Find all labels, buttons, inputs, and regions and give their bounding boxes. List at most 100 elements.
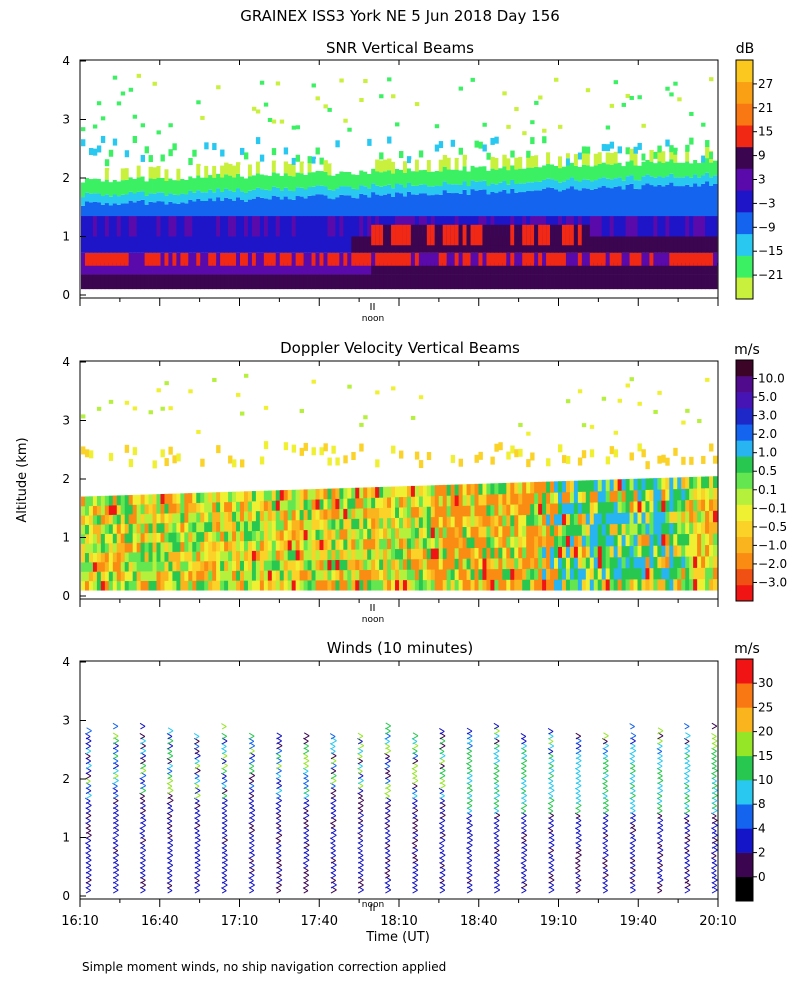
doppler-cell (573, 557, 579, 569)
wind-barb (330, 785, 336, 790)
doppler-cell (621, 545, 626, 558)
doppler-cell (367, 549, 372, 560)
doppler-cell (335, 457, 340, 466)
snr-cell (705, 236, 710, 253)
wind-barb (412, 810, 419, 814)
snr-cell (327, 252, 332, 266)
wind-barb (112, 810, 119, 814)
doppler-cell (573, 513, 579, 525)
snr-cell (585, 224, 591, 246)
doppler-cell (426, 452, 432, 461)
snr-cell (184, 262, 189, 275)
doppler-cell (561, 481, 567, 493)
doppler-cell (120, 495, 126, 506)
wind-barb (167, 795, 173, 800)
wind-barb (630, 819, 636, 824)
wind-barb (303, 825, 309, 829)
snr-cell (669, 147, 674, 160)
doppler-cell (454, 537, 460, 549)
snr-cell (283, 196, 289, 217)
wind-barb (85, 849, 92, 854)
doppler-cell (705, 556, 710, 568)
snr-cell (681, 150, 686, 163)
doppler-cell (108, 571, 114, 582)
doppler-cell (267, 560, 273, 571)
wind-barb (684, 864, 691, 869)
wind-barb (167, 844, 174, 849)
doppler-cell (291, 499, 297, 511)
doppler-cell (681, 533, 686, 546)
doppler-cell (251, 520, 257, 532)
snr-cell (561, 166, 567, 182)
doppler-cell (538, 535, 543, 548)
doppler-cell (343, 559, 348, 571)
doppler-cell (335, 559, 340, 571)
wind-barb (249, 770, 255, 775)
snr-cell (458, 193, 463, 217)
doppler-cell (92, 496, 98, 506)
doppler-cell (474, 558, 479, 570)
snr-cell (677, 150, 682, 163)
snr-cell (371, 262, 376, 275)
snr-cell (323, 274, 328, 290)
snr-cell (367, 274, 372, 290)
doppler-cell (677, 533, 682, 546)
doppler-cell (96, 406, 102, 411)
doppler-cell (224, 511, 229, 522)
wind-barb (466, 730, 473, 735)
doppler-cell (402, 486, 408, 497)
doppler-cell (442, 548, 448, 559)
snr-cell (355, 174, 360, 190)
doppler-cell (689, 488, 694, 501)
doppler-cell (343, 569, 348, 581)
snr-cell (502, 189, 507, 217)
snr-cell (681, 186, 686, 217)
wind-barb (466, 800, 473, 805)
doppler-cell (335, 508, 340, 520)
doppler-cell (426, 527, 432, 539)
snr-cell (402, 172, 408, 188)
snr-cell (347, 236, 352, 253)
doppler-cell (311, 539, 316, 551)
snr-cell (430, 195, 436, 217)
doppler-cell (96, 514, 102, 525)
doppler-cell (283, 560, 289, 571)
doppler-cell (554, 557, 559, 569)
doppler-cell (478, 536, 483, 548)
snr-cell (240, 236, 245, 253)
doppler-cell (629, 567, 634, 580)
snr-cell (355, 236, 360, 253)
snr-cell (399, 158, 404, 170)
doppler-cell (180, 493, 185, 504)
wind-barb (630, 815, 636, 819)
snr-cell (542, 136, 547, 144)
doppler-cell (621, 567, 626, 580)
snr-cell (263, 252, 269, 266)
doppler-cell (228, 491, 233, 503)
wind-barb (249, 785, 255, 790)
snr-cell (633, 216, 638, 237)
snr-cell (172, 216, 177, 237)
wind-barb (140, 785, 146, 790)
doppler-cell (677, 567, 682, 580)
wind-barb (249, 869, 255, 874)
doppler-cell (247, 510, 253, 522)
snr-cell (295, 160, 301, 173)
doppler-cell (573, 568, 579, 580)
doppler-cell (128, 523, 134, 534)
doppler-cell (148, 513, 153, 524)
snr-cell (124, 236, 130, 253)
doppler-cell (279, 570, 285, 581)
wind-barb (494, 874, 500, 879)
wind-barb (412, 864, 419, 869)
snr-cell (518, 274, 523, 290)
snr-cell (96, 101, 102, 106)
doppler-cell (315, 549, 320, 561)
snr-cell (160, 274, 165, 290)
snr-cell (558, 252, 563, 266)
snr-cell (112, 194, 118, 204)
doppler-cell (406, 517, 412, 529)
wind-barb (85, 825, 91, 829)
snr-cell (311, 160, 316, 173)
wind-barb (167, 864, 174, 869)
